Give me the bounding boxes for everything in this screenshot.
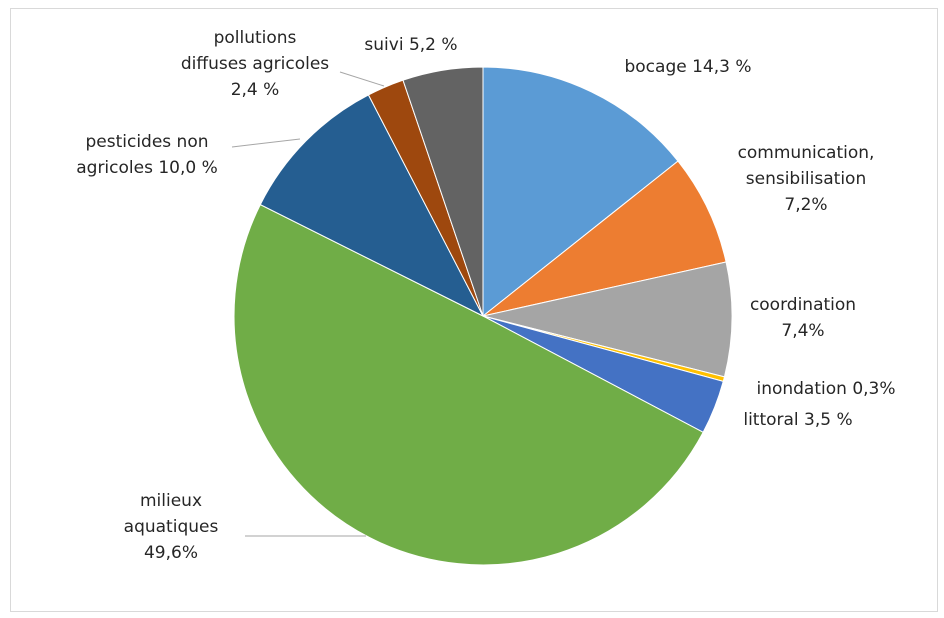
- slice-label-line: pesticides non: [85, 132, 208, 152]
- slice-label-2: coordination 7,4%: [750, 295, 856, 341]
- slice-label-line: inondation 0,3%: [756, 379, 895, 399]
- slice-label-line: agricoles 10,0 %: [76, 158, 218, 178]
- slice-label-line: milieux: [140, 491, 202, 511]
- slice-label-1: communication, sensibilisation 7,2%: [738, 143, 875, 215]
- pie-slice-5: [233, 203, 704, 566]
- slice-label-line: 2,4 %: [231, 80, 280, 100]
- slice-label-3: inondation 0,3%: [756, 379, 895, 399]
- slice-label-4: littoral 3,5 %: [743, 410, 852, 430]
- slice-label-line: pollutions: [214, 28, 297, 48]
- slice-label-0: bocage 14,3 %: [624, 57, 751, 77]
- slice-label-6: pesticides non agricoles 10,0 %: [76, 132, 218, 178]
- pie-slice-1: [482, 160, 727, 317]
- pie-slice-8: [402, 66, 484, 317]
- leader-line-6: [231, 138, 301, 148]
- slice-label-line: aquatiques: [124, 517, 219, 537]
- slice-label-line: sensibilisation: [746, 169, 866, 189]
- slice-label-8: suivi 5,2 %: [364, 35, 457, 55]
- pie-slice-2: [482, 261, 733, 378]
- pie-slice-6: [259, 94, 485, 318]
- slice-label-line: littoral 3,5 %: [743, 410, 852, 430]
- slice-label-line: 7,4%: [781, 321, 824, 341]
- pie-slice-0: [482, 66, 679, 318]
- leader-lines: [231, 71, 385, 537]
- slice-label-line: 7,2%: [784, 195, 827, 215]
- pie-slices: [233, 66, 733, 566]
- slice-label-line: bocage 14,3 %: [624, 57, 751, 77]
- slice-label-5: milieux aquatiques 49,6%: [124, 491, 219, 563]
- leader-line-7: [339, 71, 385, 87]
- slice-label-line: diffuses agricoles: [181, 54, 329, 74]
- slice-label-line: coordination: [750, 295, 856, 315]
- slice-label-line: suivi 5,2 %: [364, 35, 457, 55]
- slice-labels: bocage 14,3 % communication, sensibilisati…: [76, 28, 895, 563]
- slice-label-line: communication,: [738, 143, 875, 163]
- slice-label-line: 49,6%: [144, 543, 198, 563]
- slice-label-7: pollutions diffuses agricoles 2,4 %: [181, 28, 329, 100]
